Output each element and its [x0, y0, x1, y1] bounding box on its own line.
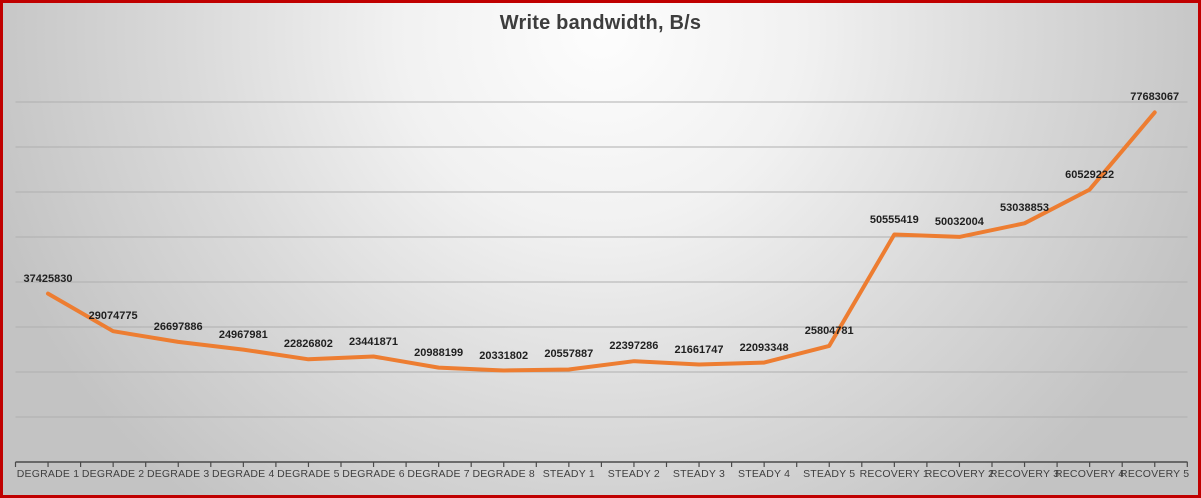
plot-svg	[14, 101, 1188, 467]
series-line	[46, 110, 1157, 373]
chart-title: Write bandwidth, B/s	[499, 12, 702, 34]
